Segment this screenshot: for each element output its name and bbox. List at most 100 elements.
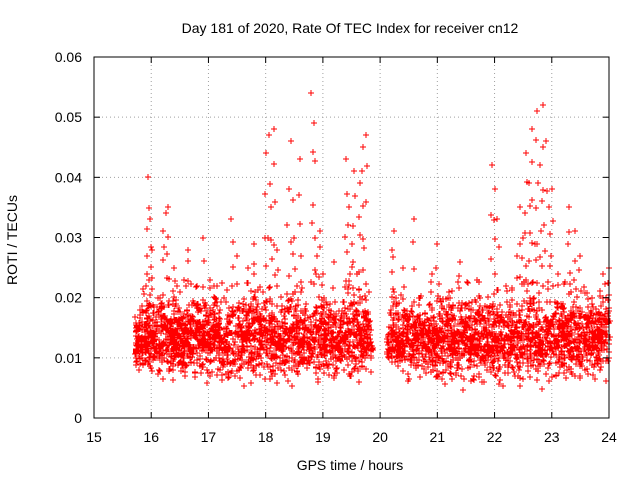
data-point — [497, 331, 503, 337]
data-point — [401, 307, 407, 313]
data-point — [240, 301, 246, 307]
data-point — [494, 350, 500, 356]
data-point — [510, 365, 516, 371]
data-point — [185, 312, 191, 318]
data-point — [268, 369, 274, 375]
data-point — [528, 298, 534, 304]
data-point — [408, 362, 414, 368]
data-point — [359, 336, 365, 342]
data-point — [567, 270, 573, 276]
data-point — [457, 308, 463, 314]
data-point — [536, 319, 542, 325]
data-point — [312, 267, 318, 273]
data-point — [140, 286, 146, 292]
data-point — [177, 289, 183, 295]
data-point — [363, 350, 369, 356]
data-point — [232, 373, 238, 379]
data-point — [310, 337, 316, 343]
data-point — [166, 298, 172, 304]
data-point — [271, 161, 277, 167]
data-point — [144, 226, 150, 232]
data-point — [235, 315, 241, 321]
data-point — [344, 249, 350, 255]
data-point — [244, 280, 250, 286]
data-point — [132, 351, 138, 357]
data-point — [343, 278, 349, 284]
data-point — [567, 313, 573, 319]
data-point — [294, 369, 300, 375]
data-point — [167, 320, 173, 326]
data-point — [568, 326, 574, 332]
data-point — [146, 322, 152, 328]
data-point — [366, 289, 372, 295]
data-point — [232, 357, 238, 363]
data-point — [577, 305, 583, 311]
data-point — [481, 334, 487, 340]
data-point — [288, 239, 294, 245]
y-axis-label: ROTI / TECUs — [4, 195, 20, 285]
data-point — [308, 354, 314, 360]
data-point — [360, 353, 366, 359]
data-point — [540, 357, 546, 363]
data-point — [308, 90, 314, 96]
data-point — [514, 253, 520, 259]
data-point — [262, 191, 268, 197]
data-point — [250, 368, 256, 374]
data-point — [452, 340, 458, 346]
data-point — [199, 364, 205, 370]
data-point — [440, 319, 446, 325]
data-point — [508, 345, 514, 351]
data-point — [496, 323, 502, 329]
data-point — [184, 327, 190, 333]
x-axis-label: GPS time / hours — [297, 457, 404, 473]
data-point — [590, 372, 596, 378]
data-point — [475, 331, 481, 337]
data-point — [214, 372, 220, 378]
data-point — [147, 292, 153, 298]
data-point — [189, 313, 195, 319]
data-point — [204, 367, 210, 373]
data-point — [398, 292, 404, 298]
data-point — [360, 144, 366, 150]
data-point — [523, 263, 529, 269]
data-point — [355, 342, 361, 348]
data-point — [356, 214, 362, 220]
data-point — [205, 370, 211, 376]
data-point — [586, 325, 592, 331]
data-point — [442, 350, 448, 356]
data-point — [218, 299, 224, 305]
data-point — [509, 297, 515, 303]
data-point — [226, 374, 232, 380]
data-point — [294, 319, 300, 325]
data-point — [589, 339, 595, 345]
data-point — [386, 331, 392, 337]
data-point — [284, 291, 290, 297]
data-point — [193, 284, 199, 290]
data-point — [265, 339, 271, 345]
data-point — [274, 380, 280, 386]
data-point — [312, 158, 318, 164]
x-tick-label: 15 — [86, 429, 102, 445]
data-point — [155, 309, 161, 315]
data-point — [504, 288, 510, 294]
data-point — [433, 321, 439, 327]
data-point — [405, 336, 411, 342]
data-point — [523, 150, 529, 156]
data-point — [252, 336, 258, 342]
data-point — [525, 368, 531, 374]
data-point — [495, 368, 501, 374]
data-point — [159, 357, 165, 363]
data-point — [479, 313, 485, 319]
data-point — [261, 315, 267, 321]
data-point — [251, 294, 257, 300]
data-point — [180, 353, 186, 359]
data-point — [401, 318, 407, 324]
data-point — [144, 253, 150, 259]
data-point — [529, 197, 535, 203]
data-point — [333, 316, 339, 322]
data-point — [193, 333, 199, 339]
data-point — [326, 372, 332, 378]
data-point — [353, 361, 359, 367]
data-point — [362, 293, 368, 299]
data-point — [394, 346, 400, 352]
